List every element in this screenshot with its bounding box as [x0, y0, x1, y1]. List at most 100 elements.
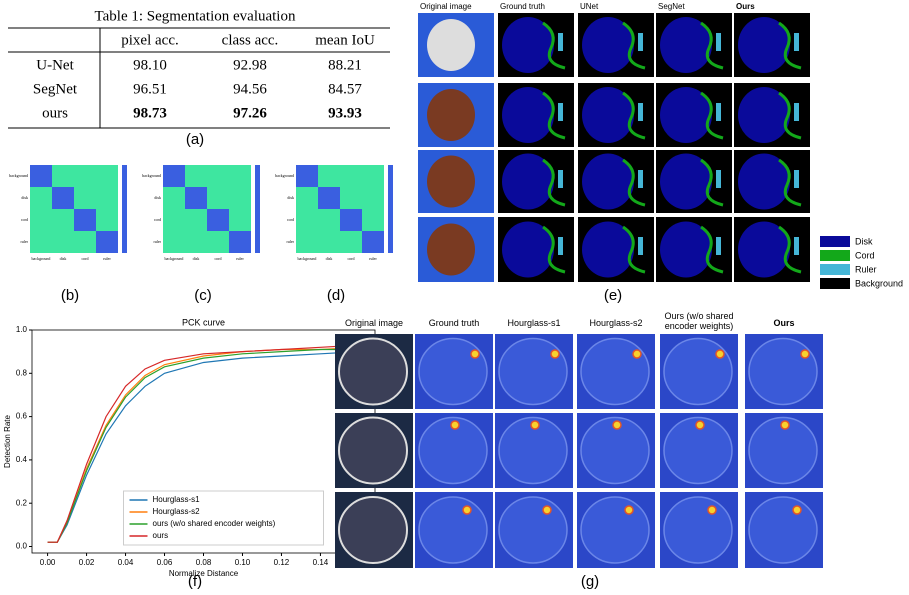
x-tick-label: 0.04: [118, 558, 134, 567]
panel-label: (e): [604, 287, 622, 304]
legend-label: Cord: [855, 250, 875, 260]
heatmap-disc: [499, 497, 567, 563]
heatmap-peak: [781, 421, 789, 429]
table-cell: 92.98: [233, 57, 267, 73]
heatmap-peak: [471, 350, 479, 358]
matrix-cell: [74, 187, 96, 209]
matrix-col-label: ruler: [369, 256, 377, 261]
chart-title: PCK curve: [182, 317, 225, 327]
heatmap-peak: [543, 506, 551, 514]
x-tick-label: 0.10: [235, 558, 251, 567]
y-tick-label: 0.4: [16, 455, 28, 464]
figure-page: Table 1: Segmentation evaluationpixel ac…: [0, 0, 909, 595]
table-cell: 97.26: [233, 105, 267, 121]
table-row-label: U-Net: [36, 57, 74, 73]
heatmap-disc: [581, 339, 649, 405]
photo-disc: [427, 224, 475, 276]
matrix-cell: [74, 165, 96, 187]
matrix-cell: [207, 165, 229, 187]
heatmap-peak: [696, 421, 704, 429]
legend-swatch: [820, 278, 850, 289]
photo-disc: [339, 497, 407, 563]
matrix-cell: [163, 231, 185, 253]
matrix-row-label: background: [275, 173, 294, 178]
legend-swatch: [820, 264, 850, 275]
matrix-cell: [185, 209, 207, 231]
y-axis-label: Detection Rate: [3, 414, 12, 467]
matrix-cell: [229, 209, 251, 231]
table-header: mean IoU: [315, 32, 375, 48]
legend-swatch: [820, 250, 850, 261]
matrix-cell: [362, 165, 384, 187]
legend-label: ours (w/o shared encoder weights): [153, 519, 276, 528]
matrix-row-label: ruler: [20, 239, 28, 244]
matrix-cell: [74, 231, 96, 253]
matrix-row-label: background: [142, 173, 161, 178]
y-tick-label: 1.0: [16, 325, 28, 334]
x-tick-label: 0.06: [157, 558, 173, 567]
table-row-label: SegNet: [33, 81, 78, 97]
matrix-cell: [207, 209, 229, 231]
heatmap-peak: [551, 350, 559, 358]
column-header: SegNet: [658, 2, 685, 11]
matrix-cell: [163, 187, 185, 209]
matrix-cell: [185, 187, 207, 209]
matrix-row-label: disk: [287, 195, 294, 200]
matrix-col-label: disk: [60, 256, 67, 261]
matrix-cell: [318, 231, 340, 253]
heatmap-disc: [499, 339, 567, 405]
column-header: Ground truth: [415, 318, 493, 328]
column-header: Original image: [420, 2, 472, 11]
column-header: Ours (w/o shared encoder weights): [660, 311, 738, 331]
y-tick-label: 0.6: [16, 412, 28, 421]
y-tick-label: 0.0: [16, 542, 28, 551]
panel-label: (g): [581, 573, 599, 590]
column-header: Hourglass-s2: [577, 318, 655, 328]
photo-disc: [339, 418, 407, 484]
legend-label: Disk: [855, 236, 873, 246]
column-header: Original image: [335, 318, 413, 328]
heatmap-peak: [531, 421, 539, 429]
matrix-cell: [52, 187, 74, 209]
column-header: Ours: [745, 318, 823, 328]
matrix-cell: [96, 231, 118, 253]
x-tick-label: 0.14: [313, 558, 329, 567]
matrix-cell: [340, 165, 362, 187]
column-header: Ground truth: [500, 2, 545, 11]
heatmap-disc: [664, 497, 732, 563]
legend-swatch: [820, 236, 850, 247]
mask-ruler: [638, 170, 643, 188]
table-cell: 94.56: [233, 81, 267, 97]
panel-label: (f): [188, 573, 202, 590]
heatmap-peak: [613, 421, 621, 429]
matrix-cell: [96, 187, 118, 209]
figure: Table 1: Segmentation evaluationpixel ac…: [0, 0, 909, 595]
mask-ruler: [716, 170, 721, 188]
mask-ruler: [558, 170, 563, 188]
matrix-cell: [296, 231, 318, 253]
matrix-row-label: disk: [21, 195, 28, 200]
matrix-cell: [163, 165, 185, 187]
matrix-cell: [96, 165, 118, 187]
heatmap-disc: [581, 497, 649, 563]
matrix-cell: [296, 165, 318, 187]
column-header: Hourglass-s1: [495, 318, 573, 328]
x-tick-label: 0.00: [40, 558, 56, 567]
mask-ruler: [558, 33, 563, 51]
mask-ruler: [638, 33, 643, 51]
legend-label: Ruler: [855, 264, 877, 274]
mask-ruler: [638, 237, 643, 255]
heatmap-peak: [625, 506, 633, 514]
matrix-row-label: ruler: [286, 239, 294, 244]
table-cell: 93.93: [328, 105, 362, 121]
matrix-cell: [30, 231, 52, 253]
colorbar: [255, 165, 260, 253]
matrix-cell: [318, 209, 340, 231]
heatmap-disc: [664, 339, 732, 405]
matrix-cell: [229, 187, 251, 209]
matrix-cell: [318, 165, 340, 187]
table-cell: 88.21: [328, 57, 362, 73]
x-tick-label: 0.02: [79, 558, 95, 567]
matrix-cell: [362, 187, 384, 209]
heatmap-disc: [419, 339, 487, 405]
